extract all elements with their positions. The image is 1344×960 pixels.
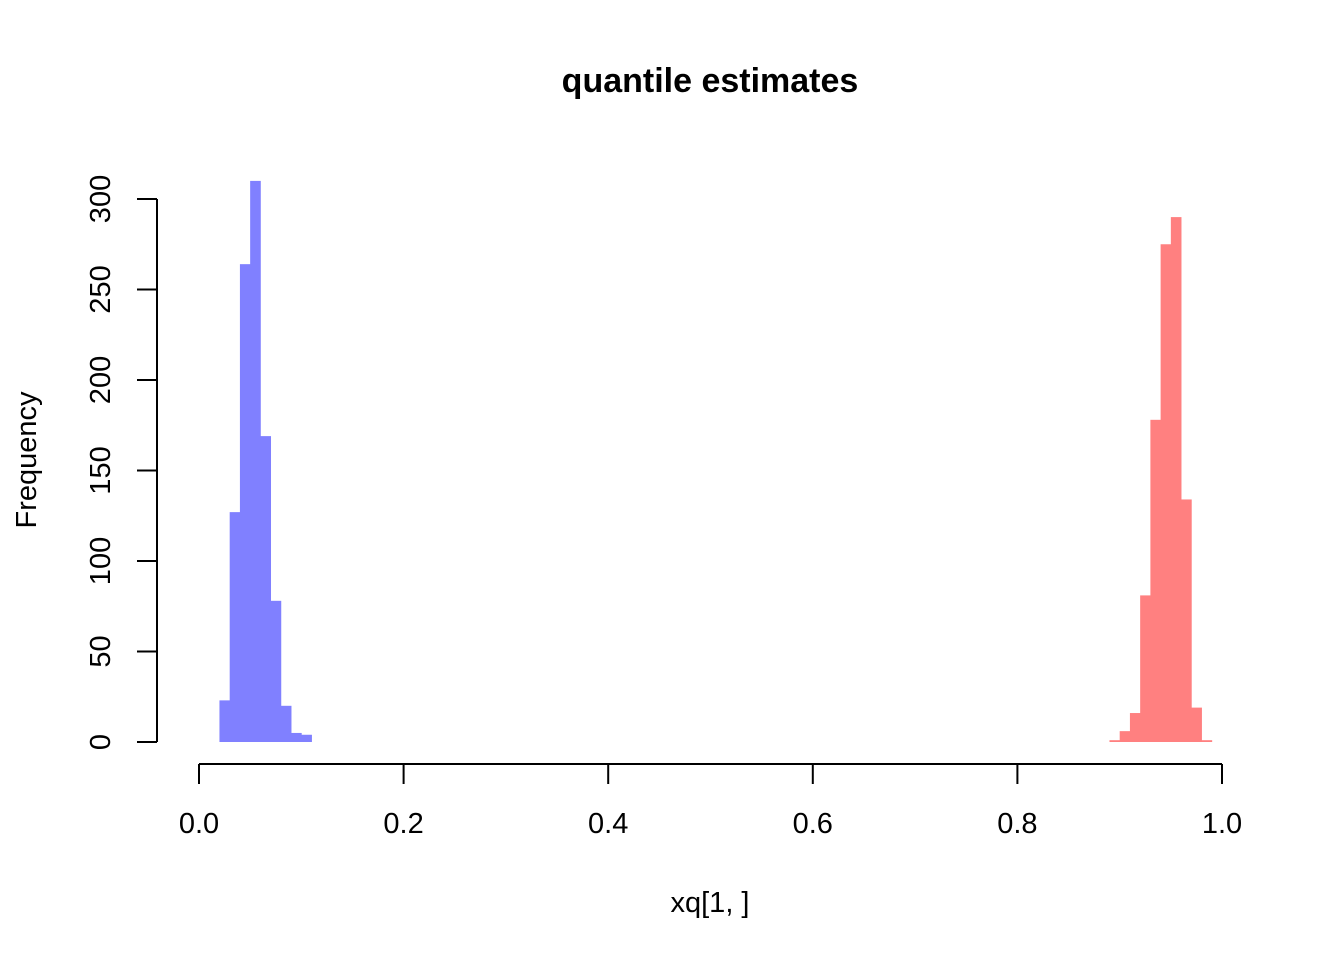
bar-series1-bin7: [280, 705, 292, 742]
y-tick-label: 50: [85, 635, 117, 667]
bar-series2-bin9: [1191, 707, 1202, 742]
y-tick-label: 0: [85, 734, 117, 750]
bar-series1-bin3: [239, 264, 251, 742]
x-tick-label: 0.4: [588, 808, 628, 840]
bar-series2-bin8: [1181, 499, 1192, 742]
bars-group: [219, 180, 1213, 743]
bar-series1-bin2: [229, 512, 241, 742]
bar-series1-bin6: [270, 600, 282, 742]
bar-series2-bin7: [1170, 217, 1182, 743]
y-tick-label: 150: [85, 446, 117, 494]
bar-series1-bin9: [301, 734, 312, 742]
y-axis-label: Frequency: [11, 391, 43, 529]
x-axis: 0.0 0.2 0.4 0.6 0.8 1.0: [179, 763, 1242, 840]
x-axis-label: xq[1, ]: [671, 887, 750, 919]
x-tick-label: 0.8: [997, 808, 1037, 840]
x-tick-label: 0.2: [383, 808, 423, 840]
bar-series2-bin10: [1201, 740, 1213, 742]
bar-series1-bin8: [291, 732, 302, 742]
y-tick-label: 200: [85, 356, 117, 404]
bar-series1-bin1: [219, 700, 231, 742]
bar-series2-bin6: [1160, 244, 1172, 742]
y-tick-label: 300: [85, 175, 117, 223]
y-tick-label: 100: [85, 537, 117, 585]
bar-series1-bin4: [250, 180, 261, 742]
x-tick-label: 1.0: [1202, 808, 1242, 840]
bar-series2-bin3: [1129, 713, 1141, 742]
y-tick-label: 250: [85, 265, 117, 313]
y-axis: 0 50 100 150 200 250 300: [85, 175, 158, 750]
bar-series1-bin5: [260, 436, 272, 742]
bar-series2-bin4: [1140, 595, 1151, 742]
x-tick-label: 0.6: [793, 808, 833, 840]
chart-title: quantile estimates: [562, 62, 859, 100]
x-tick-label: 0.0: [179, 808, 219, 840]
bar-series2-bin1: [1109, 740, 1121, 742]
bar-series2-bin2: [1119, 731, 1131, 742]
bar-series2-bin5: [1150, 419, 1162, 742]
